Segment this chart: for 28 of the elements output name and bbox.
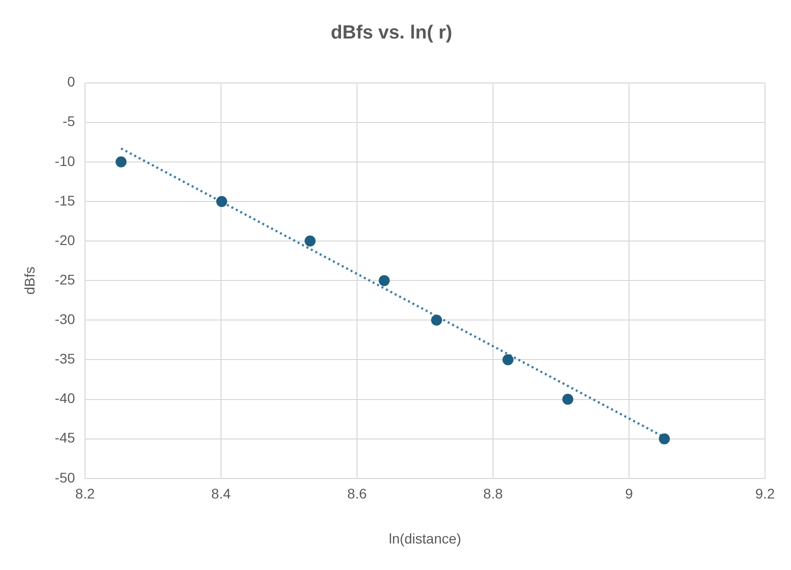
x-axis-title: ln(distance) <box>388 530 462 546</box>
point <box>431 314 442 326</box>
y-tick-label: -20 <box>54 232 76 248</box>
y-tick-label: -40 <box>54 390 76 406</box>
y-tick-label: -45 <box>54 430 76 446</box>
y-tick-label: -25 <box>54 271 76 288</box>
x-tick-label: 8.2 <box>75 486 95 502</box>
x-tick-label: 8.6 <box>347 486 367 502</box>
point <box>304 236 316 247</box>
x-tick-label: 8.8 <box>483 486 503 502</box>
y-tick-label: -30 <box>54 311 76 328</box>
y-tick-label: -15 <box>54 192 76 208</box>
y-axis-title: dBfs <box>21 266 38 295</box>
y-tick-label: -5 <box>62 113 76 130</box>
y-tick-label: 0 <box>67 74 76 90</box>
x-tick-label: 9.2 <box>755 486 775 502</box>
chart-title: dBfs vs. ln( r) <box>330 22 452 44</box>
point <box>116 156 127 168</box>
x-tick-label: 9 <box>625 486 634 502</box>
point <box>216 196 228 207</box>
point <box>658 433 670 444</box>
y-tick-label: -10 <box>54 152 76 169</box>
point <box>502 354 514 366</box>
x-tick-label: 8.4 <box>211 486 231 502</box>
y-tick-label: -50 <box>54 469 76 486</box>
y-tick-label: -35 <box>54 350 76 367</box>
point <box>562 394 574 405</box>
point <box>378 275 390 286</box>
